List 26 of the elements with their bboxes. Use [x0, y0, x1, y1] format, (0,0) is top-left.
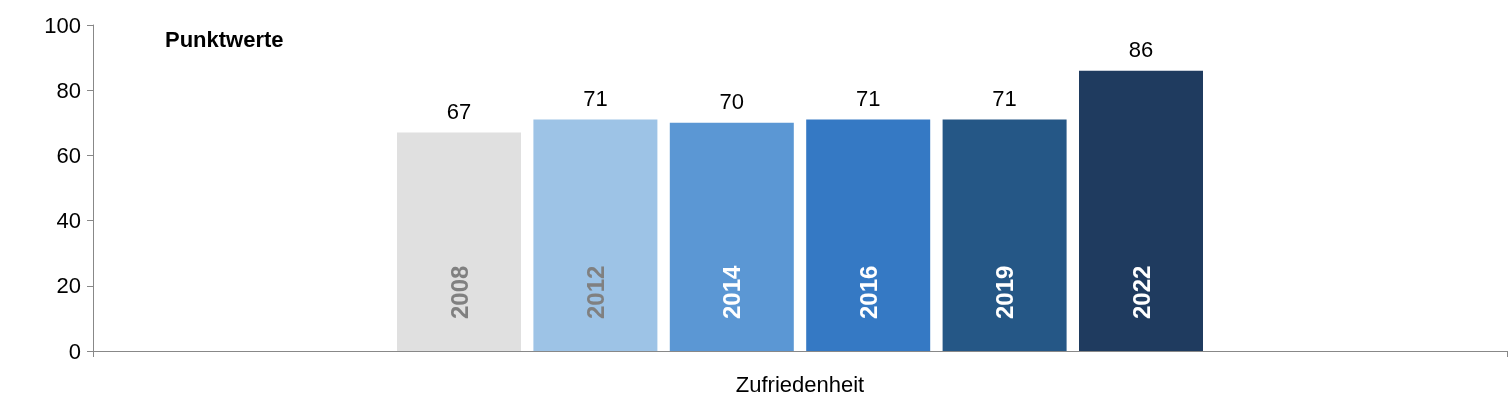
y-tick-label: 80 — [56, 77, 81, 103]
series-label: 2008 — [445, 265, 473, 319]
y-tick-label: 0 — [68, 338, 81, 364]
data-label: 71 — [583, 86, 608, 112]
data-label: 67 — [446, 99, 472, 125]
bar — [1079, 70, 1203, 351]
y-axis-title: Punktwerte — [165, 26, 284, 52]
data-label: 71 — [855, 86, 881, 112]
data-label: 71 — [992, 86, 1017, 112]
bar — [806, 119, 931, 351]
y-tick-label: 100 — [44, 12, 81, 38]
series-label: 2022 — [1127, 265, 1155, 319]
data-label: 70 — [719, 89, 745, 115]
series-label: 2016 — [854, 265, 882, 319]
x-tick-label: Zufriedenheit — [735, 371, 865, 397]
bar — [533, 119, 658, 351]
bar — [397, 132, 521, 351]
series-label: 2019 — [991, 265, 1019, 319]
series-label: 2012 — [581, 265, 609, 319]
y-tick-label: 40 — [56, 208, 81, 234]
bar — [942, 119, 1067, 351]
data-label: 86 — [1128, 37, 1154, 63]
y-tick-label: 60 — [56, 142, 81, 168]
y-tick-label: 20 — [56, 273, 81, 299]
bar — [669, 122, 794, 351]
series-label: 2014 — [718, 264, 746, 319]
